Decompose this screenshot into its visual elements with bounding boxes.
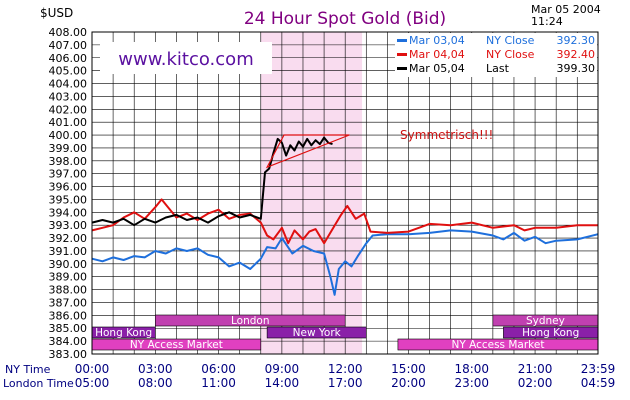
legend: Mar 03,04 NY Close 392.30 Mar 04,04 NY Close… — [395, 33, 597, 77]
legend-close-label: NY Close — [486, 34, 535, 47]
legend-box — [395, 33, 597, 77]
legend-swatch — [397, 39, 407, 42]
x-tick-london: 05:00 — [75, 376, 110, 390]
session-bar-rect — [154, 314, 346, 327]
y-tick-label: 390.00 — [49, 258, 88, 271]
y-tick-label: 404.00 — [49, 78, 88, 91]
y-tick-label: 399.00 — [49, 142, 88, 155]
legend-item-2: Mar 05,04 Last 399.30 — [397, 62, 595, 75]
session-bar-label: Hong Kong — [95, 327, 152, 339]
y-tick-label: 398.00 — [49, 155, 88, 168]
chart-title: 24 Hour Spot Gold (Bid) — [244, 9, 446, 29]
series-line-0 — [91, 229, 599, 296]
watermark-text: www.kitco.com — [118, 49, 253, 70]
x-tick-ny: 00:00 — [75, 362, 110, 376]
plot-border — [91, 31, 599, 355]
x-tick-london: 11:00 — [201, 376, 236, 390]
session-bar: NY Access Market — [397, 338, 599, 351]
y-tick-label: 386.00 — [49, 309, 88, 322]
y-tick-label: 405.00 — [49, 65, 88, 78]
x-tick-ny: 18:00 — [454, 362, 489, 376]
series-lines — [91, 136, 599, 296]
legend-series-name: Mar 05,04 — [409, 62, 465, 75]
y-tick-label: 397.00 — [49, 168, 88, 181]
y-tick-label: 396.00 — [49, 181, 88, 194]
y-tick-label: 383.00 — [49, 348, 88, 361]
y-tick-label: 393.00 — [49, 219, 88, 232]
y-tick-label: 401.00 — [49, 116, 88, 129]
legend-series-name: Mar 04,04 — [409, 48, 465, 61]
x-tick-london: 17:00 — [328, 376, 363, 390]
series-line-2 — [91, 136, 333, 227]
legend-close-value: 399.30 — [557, 62, 596, 75]
legend-swatch — [397, 53, 407, 56]
annotation-triangle — [265, 134, 350, 169]
x-tick-ny: 23:59 — [581, 362, 616, 376]
session-bar: NY Access Market — [91, 338, 262, 351]
watermark-box: www.kitco.com — [100, 42, 272, 74]
session-bar: London — [154, 314, 346, 327]
session-bar-label: NY Access Market — [451, 339, 544, 351]
x-tick-london: 20:00 — [391, 376, 426, 390]
x-tick-london: 08:00 — [138, 376, 173, 390]
legend-swatch — [397, 67, 407, 70]
legend-close-label: NY Close — [486, 48, 535, 61]
y-tick-label: 400.00 — [49, 129, 88, 142]
y-tick-label: 408.00 — [49, 26, 88, 39]
y-tick-label: 391.00 — [49, 245, 88, 258]
y-tick-label: 403.00 — [49, 90, 88, 103]
plot-background — [260, 32, 363, 354]
session-bar-label: London — [231, 315, 270, 327]
session-bar-label: Hong Kong — [522, 327, 579, 339]
y-tick-label: 389.00 — [49, 271, 88, 284]
highlight-band — [260, 32, 363, 354]
session-bar: Hong Kong — [91, 326, 156, 339]
grid — [91, 31, 599, 355]
y-tick-label: 384.00 — [49, 335, 88, 348]
x-tick-london: 02:00 — [518, 376, 553, 390]
y-tick-label: 407.00 — [49, 39, 88, 52]
y-tick-label: 406.00 — [49, 52, 88, 65]
session-bar-label: Sydney — [526, 315, 565, 327]
time-label: 11:24 — [531, 15, 563, 28]
session-bar: Hong Kong — [503, 326, 599, 339]
y-tick-label: 394.00 — [49, 206, 88, 219]
session-bar-rect — [266, 326, 367, 339]
legend-series-name: Mar 03,04 — [409, 34, 465, 47]
y-tick-label: 395.00 — [49, 193, 88, 206]
axes: 408.00407.00406.00405.00404.00403.00402.… — [49, 26, 616, 390]
session-bar: New York — [266, 326, 367, 339]
legend-close-label: Last — [486, 62, 510, 75]
x-tick-ny: 06:00 — [201, 362, 236, 376]
y-tick-label: 402.00 — [49, 103, 88, 116]
series-line-1 — [91, 198, 598, 245]
x-tick-ny: 12:00 — [328, 362, 363, 376]
session-bar-label: New York — [293, 327, 342, 339]
x-tick-london: 23:00 — [454, 376, 489, 390]
y-unit-label: $USD — [40, 6, 73, 20]
x-tick-ny: 03:00 — [138, 362, 173, 376]
legend-close-value: 392.40 — [557, 48, 596, 61]
x-tick-ny: 09:00 — [265, 362, 300, 376]
date-label: Mar 05 2004 — [531, 3, 601, 16]
ny-axis-label: NY Time — [5, 363, 51, 376]
y-tick-label: 387.00 — [49, 296, 88, 309]
annotation-text: Symmetrisch!!! — [400, 128, 493, 142]
legend-item-1: Mar 04,04 NY Close 392.40 — [397, 48, 595, 61]
x-tick-ny: 15:00 — [391, 362, 426, 376]
x-tick-london: 14:00 — [265, 376, 300, 390]
session-bar: Sydney — [492, 314, 599, 327]
y-tick-label: 392.00 — [49, 232, 88, 245]
y-tick-label: 388.00 — [49, 284, 88, 297]
legend-close-value: 392.30 — [557, 34, 596, 47]
x-tick-ny: 21:00 — [518, 362, 553, 376]
legend-item-0: Mar 03,04 NY Close 392.30 — [397, 34, 595, 47]
session-bar-label: NY Access Market — [130, 339, 223, 351]
y-tick-label: 385.00 — [49, 322, 88, 335]
x-tick-london: 04:59 — [581, 376, 616, 390]
london-axis-label: London Time — [3, 377, 74, 390]
annotations: Symmetrisch!!! — [265, 128, 493, 169]
